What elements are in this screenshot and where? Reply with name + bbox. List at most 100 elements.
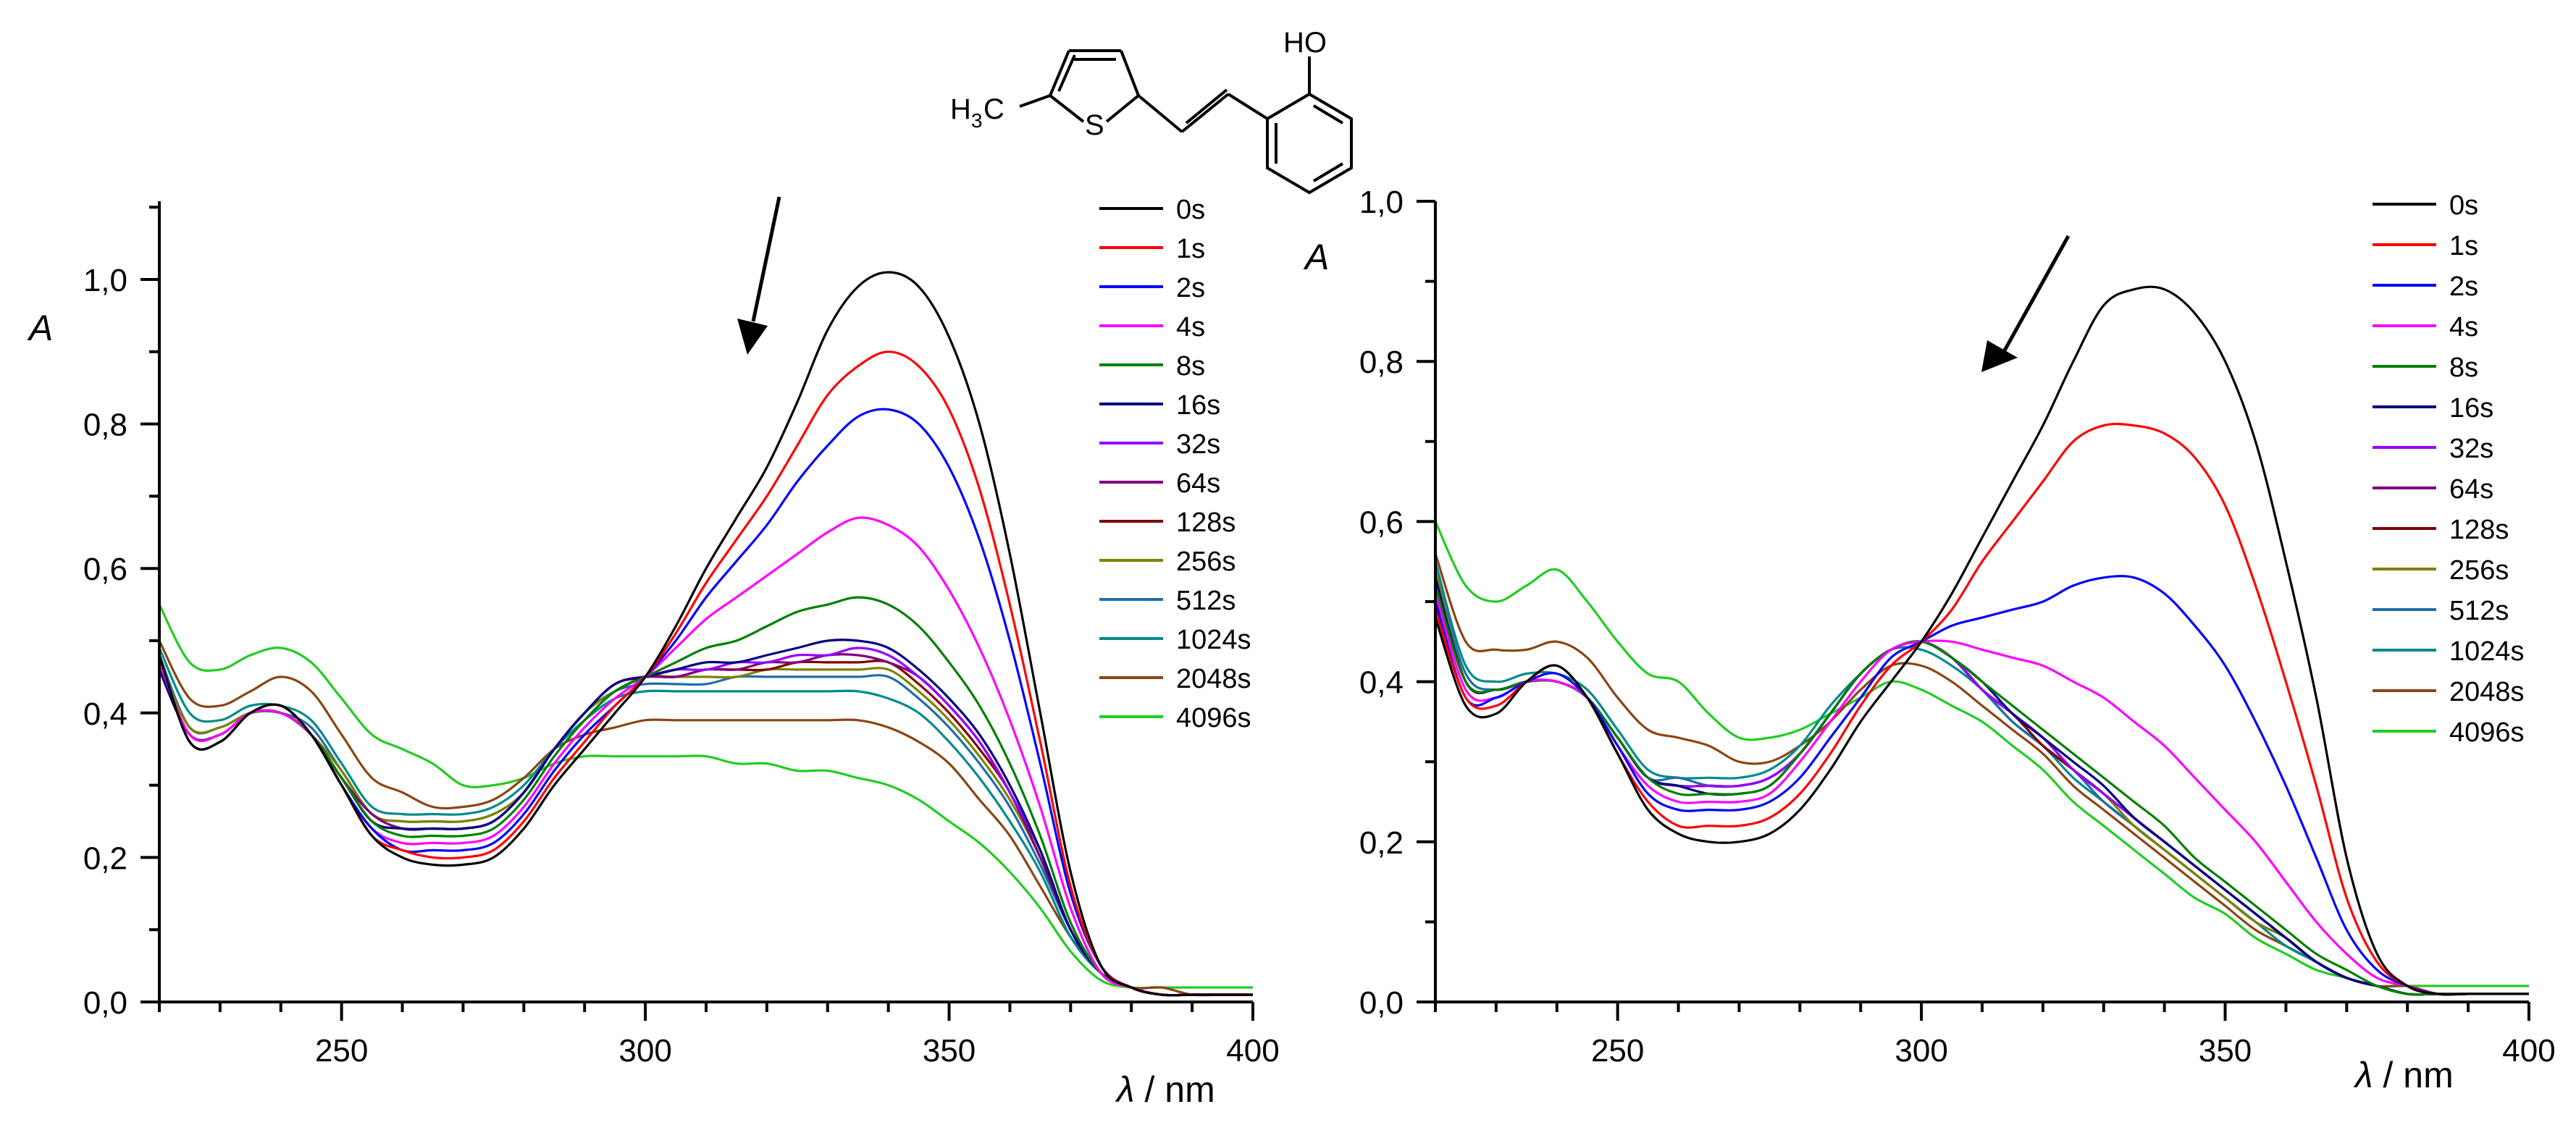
vinyl-bond-2-double — [1185, 88, 1228, 125]
left-legend-label-512s: 512s — [1176, 586, 1235, 616]
phenyl-double-1 — [1312, 104, 1344, 125]
bond-ch3-ring — [1019, 94, 1051, 108]
right-series-line-128s — [1434, 577, 2529, 996]
right-ticks: 250 300 350 400 0,0 0,2 0,4 0,6 0,8 1,0 — [1359, 185, 2556, 1069]
left-legend-label-4s: 4s — [1176, 312, 1205, 342]
right-series-line-4s — [1434, 593, 2529, 996]
right-legend-label-4096s: 4096s — [2449, 717, 2525, 748]
left-legend-label-16s: 16s — [1176, 390, 1220, 421]
left-legend-label-256s: 256s — [1176, 547, 1235, 577]
thiophene-bond-1 — [1049, 50, 1070, 96]
vinyl-bond-2 — [1180, 93, 1230, 133]
right-arrow-shaft — [2002, 235, 2071, 352]
left-y-tick-label-0,0: 0,0 — [83, 985, 127, 1021]
right-legend-label-32s: 32s — [2449, 434, 2493, 464]
right-series-line-1s — [1434, 422, 2529, 996]
left-legend: 0s 1s 2s 4s 8s 16s 32s 64s 128s 256s 512s 1024s 2048… — [1099, 195, 1251, 733]
left-ticks: 250 300 350 400 0,0 0,2 0,4 0,6 0,8 1,0 — [83, 206, 1280, 1069]
right-series-line-256s — [1434, 569, 2529, 996]
molecule-structure — [1019, 49, 1353, 195]
right-legend: 0s 1s 2s 4s 8s 16s 32s 64s 128s 256s 512s 1024s 2048… — [2372, 190, 2525, 748]
left-x-tick-label-300: 300 — [618, 1033, 671, 1069]
right-y-tick-label-0,2: 0,2 — [1359, 825, 1404, 861]
phenyl-double-2 — [1312, 162, 1344, 182]
molecule-label-c: C — [983, 93, 1004, 125]
right-arrow — [1981, 235, 2071, 372]
left-x-tick-label-350: 350 — [923, 1033, 976, 1069]
right-x-tick-label-250: 250 — [1591, 1033, 1644, 1069]
left-x-axis-unit: / nm — [1135, 1069, 1215, 1110]
left-series-line-2s — [158, 408, 1253, 997]
left-x-tick-label-400: 400 — [1226, 1033, 1279, 1069]
right-series-line-16s — [1434, 577, 2529, 996]
right-legend-label-4s: 4s — [2449, 312, 2478, 342]
chart-left: 250 300 350 400 0,0 0,2 0,4 0,6 0,8 1,0 0s 1s 2s 4s 8… — [27, 195, 1280, 1110]
right-x-axis-symbol: λ — [2353, 1055, 2373, 1095]
vinyl-to-phenyl — [1227, 93, 1269, 120]
left-legend-label-2s: 2s — [1176, 273, 1205, 303]
left-y-tick-label-0,8: 0,8 — [83, 408, 127, 443]
left-series-line-1024s — [158, 647, 1253, 997]
right-legend-label-256s: 256s — [2449, 555, 2509, 586]
right-x-axis-title: λ / nm — [2353, 1055, 2454, 1095]
phenyl-ring — [1266, 92, 1353, 195]
left-legend-label-0s: 0s — [1176, 195, 1205, 225]
right-series-line-32s — [1434, 577, 2529, 996]
thiophene-bond-4 — [1105, 94, 1140, 123]
right-legend-label-8s: 8s — [2449, 353, 2478, 383]
left-legend-label-32s: 32s — [1176, 429, 1220, 460]
right-curves — [1434, 285, 2529, 996]
right-x-tick-label-300: 300 — [1895, 1033, 1947, 1069]
left-x-axis-title: λ / nm — [1115, 1069, 1215, 1110]
left-y-tick-label-0,2: 0,2 — [83, 841, 127, 876]
molecule-label-ho: HO — [1283, 27, 1327, 59]
left-series-line-4096s — [158, 604, 1253, 990]
right-x-tick-label-400: 400 — [2502, 1033, 2555, 1069]
left-y-tick-label-0,4: 0,4 — [83, 696, 127, 732]
thiophene-bond-5 — [1049, 94, 1085, 123]
right-legend-label-1024s: 1024s — [2449, 636, 2525, 667]
left-series-line-1s — [158, 350, 1253, 997]
right-series-line-64s — [1434, 577, 2529, 996]
vinyl-bond-1 — [1137, 94, 1183, 133]
right-legend-label-512s: 512s — [2449, 596, 2509, 626]
left-arrow — [737, 196, 781, 355]
right-y-axis-title: A — [1303, 237, 1329, 277]
right-legend-label-1s: 1s — [2449, 231, 2478, 261]
right-series-line-8s — [1434, 585, 2529, 996]
right-y-tick-label-1,0: 1,0 — [1359, 185, 1404, 220]
molecule-label-s: S — [1085, 109, 1104, 141]
right-y-tick-label-0,4: 0,4 — [1359, 665, 1404, 701]
right-legend-label-0s: 0s — [2449, 190, 2478, 221]
right-series-line-4096s — [1434, 521, 2529, 988]
right-legend-label-128s: 128s — [2449, 515, 2509, 545]
left-legend-label-1s: 1s — [1176, 234, 1205, 264]
left-series-line-0s — [158, 271, 1253, 997]
left-legend-label-64s: 64s — [1176, 468, 1220, 499]
right-legend-label-16s: 16s — [2449, 393, 2493, 424]
right-series-line-0s — [1434, 285, 2529, 996]
left-curves — [158, 271, 1253, 997]
left-legend-label-1024s: 1024s — [1176, 625, 1251, 655]
right-legend-label-64s: 64s — [2449, 474, 2493, 505]
chart-right: 250 300 350 400 0,0 0,2 0,4 0,6 0,8 1,0 0s 1s 2s 4s 8… — [1303, 185, 2556, 1095]
left-legend-label-4096s: 4096s — [1176, 703, 1251, 733]
left-arrow-head — [737, 319, 768, 355]
right-series-line-1024s — [1434, 561, 2529, 996]
right-x-axis-unit: / nm — [2373, 1055, 2454, 1095]
molecule-label-h: H — [950, 93, 971, 125]
left-y-axis-title: A — [27, 308, 53, 348]
right-series-line-512s — [1434, 569, 2529, 996]
left-y-tick-label-0,6: 0,6 — [83, 552, 127, 587]
left-legend-label-128s: 128s — [1176, 507, 1235, 538]
right-y-tick-label-0,0: 0,0 — [1359, 985, 1404, 1021]
left-x-axis-symbol: λ — [1115, 1069, 1135, 1110]
right-series-line-2s — [1434, 575, 2529, 996]
right-y-tick-label-0,8: 0,8 — [1359, 345, 1404, 380]
right-arrow-head — [1981, 340, 2018, 372]
thiophene-inner-double — [1057, 54, 1076, 92]
right-series-line-2048s — [1434, 553, 2529, 996]
right-x-tick-label-350: 350 — [2199, 1033, 2252, 1069]
left-y-tick-label-1,0: 1,0 — [83, 263, 127, 298]
